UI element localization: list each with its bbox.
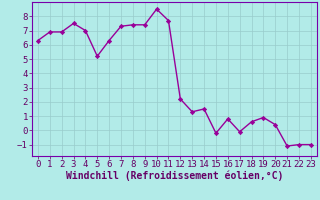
X-axis label: Windchill (Refroidissement éolien,°C): Windchill (Refroidissement éolien,°C) — [66, 171, 283, 181]
